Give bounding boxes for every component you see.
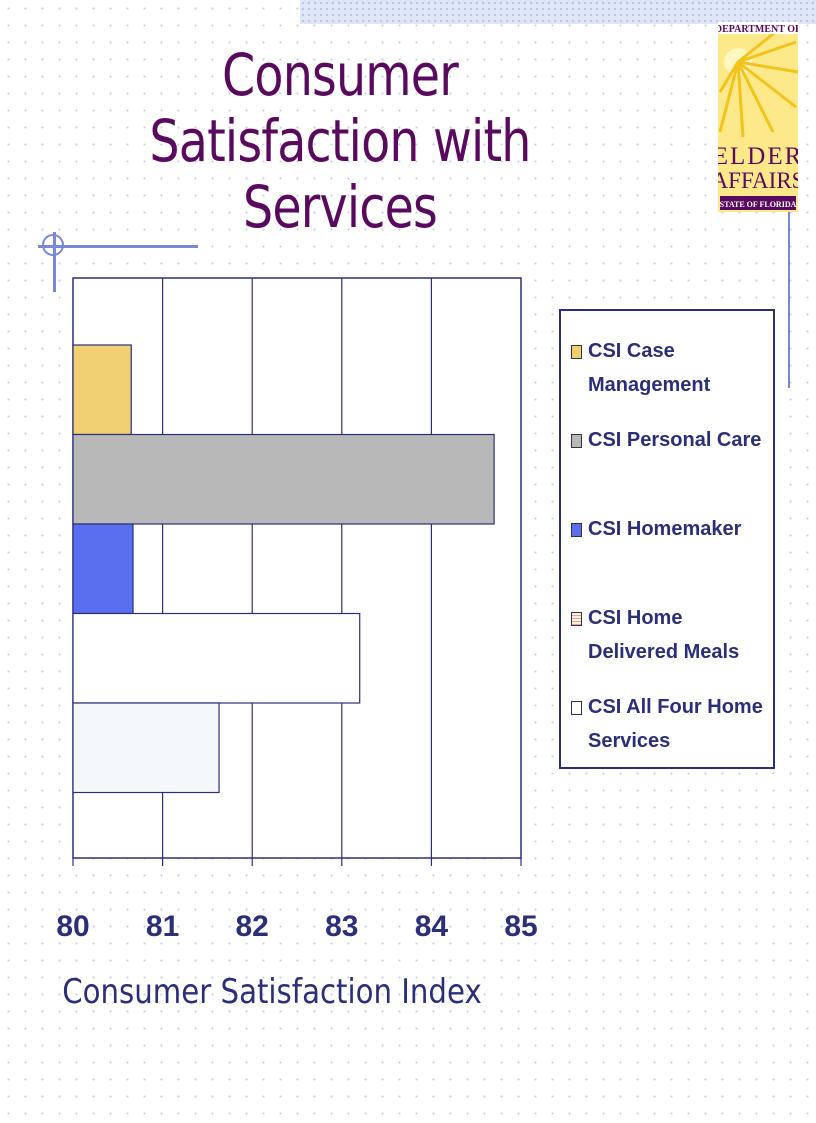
page-title: Consumer Satisfaction with Services xyxy=(94,42,586,240)
x-tick-label: 80 xyxy=(56,910,89,943)
x-tick-label: 82 xyxy=(236,910,269,943)
x-tick-labels: 80 81 82 83 84 85 xyxy=(56,910,537,943)
title-line-1: Consumer Satisfaction with xyxy=(149,41,531,175)
legend-swatch-personal-care xyxy=(571,434,582,448)
legend-label-homemaker: CSI Homemaker xyxy=(588,518,742,540)
sun-icon xyxy=(718,28,798,138)
legend-item-home-delivered-meals: CSI Home Delivered Meals xyxy=(571,601,771,669)
bar-personal-care xyxy=(72,433,495,525)
x-tick-label: 85 xyxy=(504,910,537,943)
x-tick-label: 84 xyxy=(415,910,449,943)
logo-bottom-text: STATE OF FLORIDA xyxy=(720,200,797,209)
legend-swatch-homemaker xyxy=(571,523,582,537)
bars xyxy=(72,344,495,794)
legend-item-homemaker: CSI Homemaker xyxy=(571,512,771,546)
legend-item-all-four: CSI All Four Home Services xyxy=(571,690,771,758)
legend-label-case-management: CSI Case Management xyxy=(588,340,711,396)
decorative-line-vertical xyxy=(53,232,56,292)
bar-case-management xyxy=(72,344,132,436)
x-tick-label: 81 xyxy=(146,910,179,943)
top-decorative-band xyxy=(300,0,816,24)
title-line-2: Services xyxy=(242,173,438,241)
decorative-line-horizontal xyxy=(38,245,198,248)
chart-legend: CSI Case Management CSI Personal Care CS… xyxy=(559,309,775,769)
logo-line-1: ELDER xyxy=(718,143,798,170)
decorative-line-right xyxy=(788,200,790,388)
legend-label-all-four: CSI All Four Home Services xyxy=(588,696,763,752)
bar-homemaker xyxy=(72,523,134,615)
legend-label-personal-care: CSI Personal Care xyxy=(588,429,762,451)
x-tick-label: 83 xyxy=(325,910,358,943)
legend-item-personal-care: CSI Personal Care xyxy=(571,423,771,457)
x-axis-label: Consumer Satisfaction Index xyxy=(62,973,481,1012)
decorative-circle xyxy=(42,234,64,256)
legend-label-home-delivered-meals: CSI Home Delivered Meals xyxy=(588,607,740,663)
legend-swatch-case-management xyxy=(571,345,582,359)
logo-top-text: DEPARTMENT OF xyxy=(718,24,798,35)
legend-swatch-home-delivered-meals xyxy=(571,612,582,626)
bar-home-delivered-meals xyxy=(72,612,361,704)
legend-swatch-all-four xyxy=(571,701,582,715)
bar-all-four-home-services xyxy=(72,702,220,794)
legend-item-case-management: CSI Case Management xyxy=(571,334,771,402)
